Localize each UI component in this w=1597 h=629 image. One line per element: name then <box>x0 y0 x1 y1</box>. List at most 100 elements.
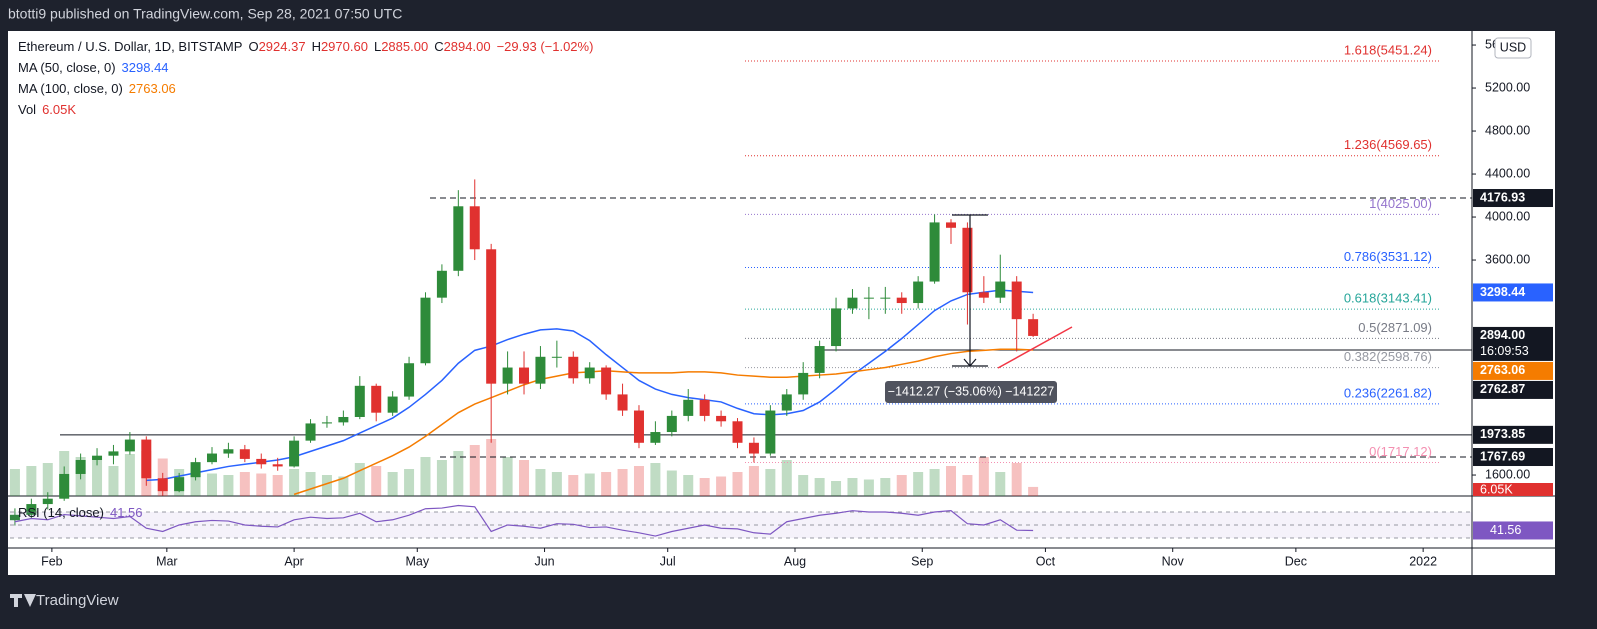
x-tick-label: Aug <box>784 554 806 568</box>
candle-body <box>765 410 776 454</box>
candle-body <box>124 439 135 452</box>
candle-body <box>453 206 464 271</box>
fib-label: 0.236(2261.82) <box>1344 385 1432 400</box>
x-tick-label: Dec <box>1285 554 1307 568</box>
x-tick-label: Nov <box>1162 554 1185 568</box>
ohlc-key: H <box>312 39 321 54</box>
legend-rsi: RSI (14, close) 41.56 <box>18 505 143 520</box>
volume-bar <box>551 472 562 496</box>
candle-body <box>239 449 250 459</box>
candle-body <box>190 462 201 478</box>
candle-body <box>781 394 792 411</box>
volume-bar <box>1011 463 1022 496</box>
volume-bar <box>223 475 234 496</box>
candle-body <box>108 451 119 456</box>
ohlc-value: 2924.37 <box>259 39 306 54</box>
price-box <box>1473 326 1553 361</box>
candle-body <box>1028 319 1039 336</box>
symbol: Ethereum / U.S. Dollar, 1D, BITSTAMP <box>18 39 242 54</box>
fib-label: 1.618(5451.24) <box>1344 42 1432 57</box>
volume-bar <box>765 469 776 496</box>
y-tick-label: 4000.00 <box>1485 209 1530 223</box>
candle-body <box>469 206 480 250</box>
volume-bar <box>206 473 217 496</box>
y-tick-label: 5200.00 <box>1485 80 1530 94</box>
volume-bar <box>913 472 924 496</box>
volume-bar <box>1028 486 1039 496</box>
price-box-label: 2763.06 <box>1480 363 1525 377</box>
candle-body <box>42 498 53 505</box>
price-box <box>1473 425 1553 444</box>
candle-body <box>206 453 217 463</box>
volume-bar <box>863 479 874 496</box>
candle-body <box>880 297 891 299</box>
volume-bar <box>568 475 579 496</box>
fib-label: 0.5(2871.09) <box>1358 320 1432 335</box>
volume-bar <box>321 475 332 496</box>
ma-name: MA (50, close, 0) <box>18 60 116 75</box>
candle-body <box>174 477 185 492</box>
volume-bar <box>9 469 20 496</box>
brand: TradingView <box>36 592 119 609</box>
rsi-line <box>14 504 1034 537</box>
volume-bar <box>26 466 37 496</box>
x-tick-label: Oct <box>1036 554 1056 568</box>
measure-label: −1412.27 (−35.06%) −141227 <box>888 384 1055 398</box>
candle-body <box>650 432 661 443</box>
candle-body <box>321 422 332 424</box>
legend-ma100: MA (100, close, 0) 2763.06 <box>18 81 176 96</box>
x-tick-label: Sep <box>911 554 933 568</box>
volume-box <box>1473 483 1553 496</box>
volume-bar <box>896 475 907 496</box>
candle-body <box>272 464 283 467</box>
volume-bar <box>929 469 940 496</box>
x-tick-label: Feb <box>41 554 63 568</box>
candle-body <box>420 297 431 364</box>
price-box <box>1473 283 1553 302</box>
change: −29.93 (−1.02%) <box>497 39 594 54</box>
volume-bar <box>683 475 694 496</box>
volume-bar <box>92 460 103 496</box>
x-tick-label: Jun <box>534 554 554 568</box>
rsi-value: 41.56 <box>110 505 143 520</box>
candle-body <box>535 356 546 384</box>
candle-body <box>748 442 759 454</box>
candle-body <box>798 372 809 395</box>
price-box-label: 2762.87 <box>1480 382 1525 396</box>
volume-bar <box>716 476 727 496</box>
currency[interactable]: USD <box>1500 40 1526 54</box>
candle-body <box>26 504 37 515</box>
volume-bar <box>108 466 119 496</box>
ma-value: 2763.06 <box>129 81 176 96</box>
candle-body <box>256 458 267 465</box>
x-tick-label: Apr <box>284 554 303 568</box>
volume-bar <box>239 472 250 496</box>
fib-label: 0.618(3143.41) <box>1344 291 1432 306</box>
candle-body <box>1011 281 1022 320</box>
price-box <box>1473 448 1553 467</box>
price-box-label: 4176.93 <box>1480 190 1525 204</box>
candle-body <box>666 415 677 433</box>
volume-bar <box>469 445 480 496</box>
candle-body <box>75 459 86 474</box>
candle-body <box>371 385 382 413</box>
volume-bar <box>371 466 382 496</box>
volume-bar <box>798 475 809 496</box>
countdown: 16:09:53 <box>1480 344 1529 358</box>
price-box-label: 3298.44 <box>1480 285 1525 299</box>
volume-bar <box>650 463 661 496</box>
volume-bar <box>436 460 447 496</box>
trend-line <box>997 326 1073 369</box>
ma-name: MA (100, close, 0) <box>18 81 123 96</box>
volume-bar <box>814 478 825 496</box>
candle-body <box>486 249 497 384</box>
candle-body <box>601 367 612 395</box>
volume-bar <box>124 454 135 496</box>
y-tick-label: 3600.00 <box>1485 252 1530 266</box>
candle-body <box>584 367 595 379</box>
candle-body <box>502 367 513 384</box>
currency-button[interactable] <box>1494 37 1532 59</box>
volume-bar <box>338 476 349 496</box>
candle-body <box>9 514 20 521</box>
volume-bar <box>633 466 644 496</box>
